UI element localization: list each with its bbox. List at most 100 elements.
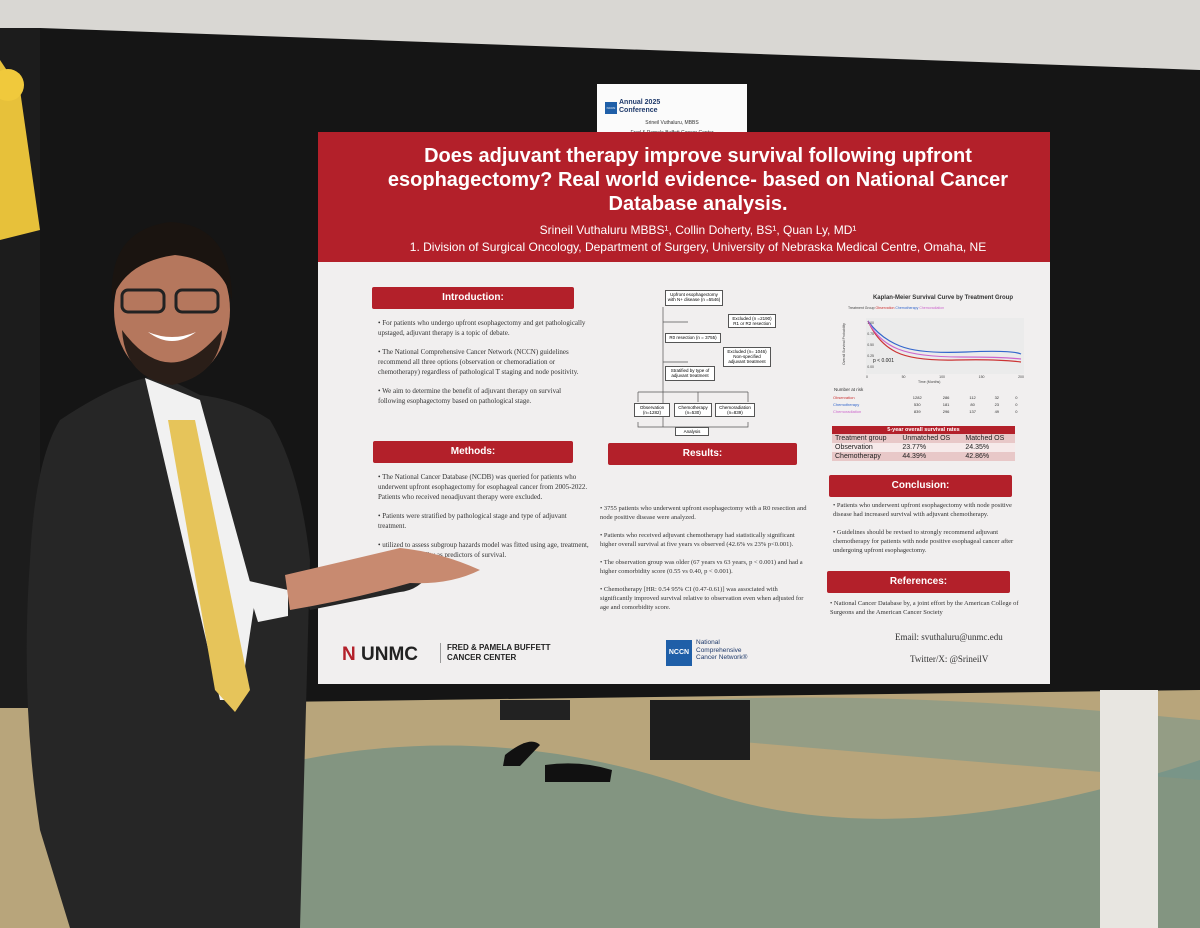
km-x-label: Time (Months): [918, 380, 941, 384]
risk-cell: 181: [942, 402, 950, 407]
km-legend-item: Chemoradiation: [919, 306, 945, 310]
km-p-value: p < 0.001: [873, 358, 894, 364]
km-ytick: 0.75: [867, 332, 874, 336]
bullet-item: For patients who undergo upfront esophag…: [378, 318, 590, 338]
km-yticks: 1.00 0.75 0.50 0.25 0.00: [844, 318, 874, 373]
km-title: Kaplan-Meier Survival Curve by Treatment…: [872, 295, 1014, 301]
logo-unmc-text: UNMC: [361, 644, 419, 665]
risk-cell: 80: [970, 402, 975, 407]
twitter: Twitter/X: @SrineilV: [910, 654, 989, 664]
km-xtick: 0: [866, 375, 868, 379]
km-legend-title: Treatment Group: [848, 306, 875, 310]
km-xticks: 0 50 100 150 200: [866, 375, 1024, 379]
flow-node: Stratified by type of adjuvant treatment: [665, 366, 715, 381]
risk-cell: 49: [994, 409, 1000, 414]
risk-cell: 296: [942, 409, 950, 414]
os-table: Treatment group Unmatched OS Matched OS Obs…: [832, 434, 1015, 461]
km-legend-item: Chemotherapy: [895, 306, 919, 310]
risk-cell: 839: [913, 409, 921, 414]
km-ytick: 0.25: [867, 354, 874, 358]
poster-affiliation: 1. Division of Surgical Oncology, Depart…: [409, 240, 987, 254]
bullet-item: The National Comprehensive Cancer Networ…: [378, 347, 590, 377]
section-heading: Introduction:: [372, 287, 574, 309]
km-xtick: 150: [978, 375, 985, 379]
os-cell: 44.39%: [902, 453, 927, 460]
flow-node: Chemoradiation (n=839): [715, 403, 755, 417]
bullet-item: We aim to determine the benefit of adjuv…: [378, 386, 590, 406]
os-header-cell: Matched OS: [965, 435, 1005, 442]
section-heading: Results:: [608, 443, 797, 465]
os-cell: Chemotherapy: [835, 453, 881, 460]
os-cell: Observation: [835, 444, 873, 451]
bullet-item: National Cancer Database by, a joint eff…: [830, 599, 1020, 617]
km-ytick: 1.00: [867, 321, 874, 325]
methods-list: The National Cancer Database (NCDB) was …: [378, 472, 590, 569]
os-cell: 42.86%: [965, 453, 990, 460]
risk-cell: 137: [969, 409, 976, 414]
risk-cell: Chemoradiation: [833, 409, 862, 414]
results-list: 3755 patients who underwent upfront esop…: [600, 504, 810, 621]
flow-node: Observation (n=1282): [634, 403, 670, 417]
card-name: Srineil Vuthaluru, MBBS: [645, 120, 699, 126]
os-row: Observation 23.77% 24.35%: [832, 443, 1015, 452]
section-heading: Conclusion:: [829, 475, 1012, 497]
logo-nccn: NCCN: [666, 640, 692, 666]
logo-nccn-text: National Comprehensive Cancer Network®: [696, 639, 748, 661]
bullet-item: Chemotherapy [HR: 0.54 95% CI (0.47-0.61…: [600, 585, 810, 612]
km-legend-item: Observation: [875, 306, 895, 310]
risk-cell: 23: [994, 402, 1000, 407]
km-risk-table: Observation 1282 286 112 32 0 Chemotherapy 530 1…: [830, 394, 1025, 415]
bullet-item: Patients who underwent upfront esophagec…: [833, 501, 1025, 519]
km-risk-title: Number at risk: [834, 387, 864, 392]
km-xtick: 100: [939, 375, 945, 379]
section-heading: Methods:: [373, 441, 573, 463]
poster-header: [318, 132, 1050, 262]
bullet-item: The observation group was older (67 year…: [600, 558, 810, 576]
risk-row: Chemotherapy 530 181 80 23 0: [830, 401, 1025, 408]
card-event: Annual 2025 Conference: [619, 99, 661, 114]
bullet-item: Guidelines should be revised to strongly…: [833, 528, 1025, 555]
risk-cell: 112: [969, 395, 976, 400]
risk-cell: 530: [913, 402, 921, 407]
flowchart-arrows: [637, 307, 749, 428]
flow-node: Chemotherapy (n=530): [674, 403, 712, 417]
flow-node: Analysis: [675, 427, 709, 436]
os-cell: 23.77%: [902, 444, 927, 451]
bullet-item: utilized to assess subgroup hazards mode…: [378, 540, 590, 560]
poster: Does adjuvant therapy improve survival f…: [318, 132, 1050, 684]
os-header-cell: Treatment group: [835, 435, 887, 442]
km-ytick: 0.00: [867, 365, 874, 369]
poster-title: Does adjuvant therapy improve survival f…: [387, 145, 1009, 215]
risk-cell: 286: [942, 395, 950, 400]
risk-cell: 0: [1015, 402, 1018, 407]
email: Email: svuthaluru@unmc.edu: [895, 632, 1003, 642]
risk-cell: 32: [994, 395, 1000, 400]
risk-row: Observation 1282 286 112 32 0: [830, 394, 1025, 401]
km-legend: Treatment Group Observation Chemotherapy…: [848, 306, 1038, 310]
conclusion-list: Patients who underwent upfront esophagec…: [833, 501, 1025, 564]
risk-cell: 0: [1015, 409, 1018, 414]
poster-authors: Srineil Vuthaluru MBBS¹, Collin Doherty,…: [539, 223, 857, 237]
os-row: Chemotherapy 44.39% 42.86%: [832, 452, 1015, 461]
km-ytick: 0.50: [867, 343, 874, 347]
risk-cell: 0: [1015, 395, 1018, 400]
intro-list: For patients who undergo upfront esophag…: [378, 318, 590, 415]
logo-buffett: FRED & PAMELA BUFFETT CANCER CENTER: [440, 643, 552, 663]
km-plot: [866, 318, 1024, 374]
card-logo: NCCN: [605, 102, 617, 114]
section-heading: References:: [827, 571, 1010, 593]
references-list: National Cancer Database by, a joint eff…: [830, 599, 1020, 626]
flow-node: Upfront esophagectomy with N+ disease (n…: [665, 290, 723, 306]
os-table-title: 5-year overall survival rates: [832, 426, 1015, 434]
risk-cell: 1282: [912, 395, 922, 400]
risk-row: Chemoradiation 839 296 137 49 0: [830, 408, 1025, 415]
bullet-item: The National Cancer Database (NCDB) was …: [378, 472, 590, 502]
km-xtick: 200: [1018, 375, 1024, 379]
risk-cell: Chemotherapy: [833, 402, 860, 407]
os-header-cell: Unmatched OS: [902, 435, 951, 442]
km-xtick: 50: [901, 375, 906, 379]
bullet-item: 3755 patients who underwent upfront esop…: [600, 504, 810, 522]
risk-cell: Observation: [833, 395, 855, 400]
